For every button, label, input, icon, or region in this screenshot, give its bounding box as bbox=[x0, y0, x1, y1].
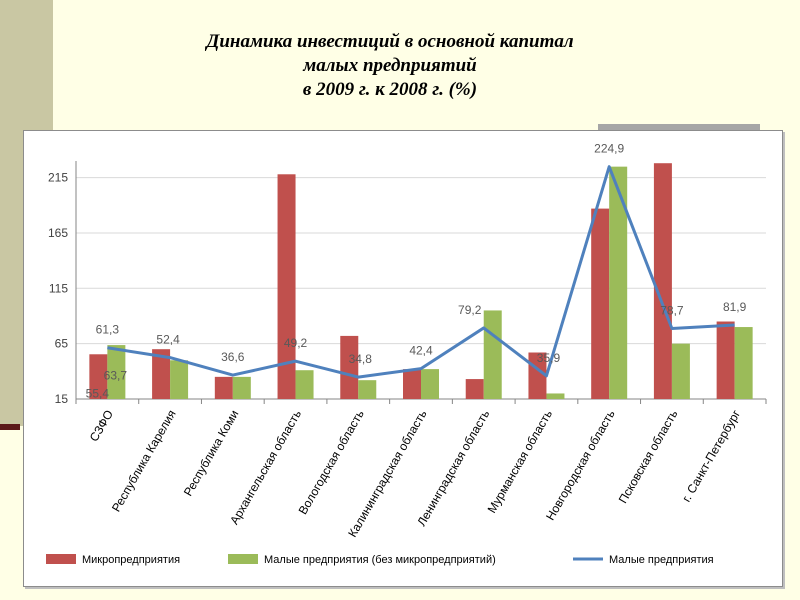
data-label: 61,3 bbox=[96, 323, 120, 337]
y-tick-label: 215 bbox=[48, 171, 68, 185]
bar-small-no-micro bbox=[483, 310, 502, 399]
bar-micro bbox=[152, 349, 171, 399]
bar-micro bbox=[653, 163, 672, 399]
category-label: Республика Коми bbox=[181, 408, 242, 499]
y-tick-label: 15 bbox=[55, 392, 69, 406]
category-label: Вологодская область bbox=[296, 408, 367, 517]
title-line-1: Динамика инвестиций в основной капитал bbox=[206, 31, 574, 52]
bar-small-no-micro bbox=[170, 360, 189, 399]
category-label: г. Санкт-Петербург bbox=[679, 407, 743, 504]
y-tick-label: 115 bbox=[49, 281, 68, 295]
slide-title: Динамика инвестиций в основной капитал м… bbox=[60, 30, 720, 102]
accent-rule bbox=[0, 424, 20, 430]
data-label: 49,2 bbox=[284, 336, 308, 350]
bar-small-no-micro bbox=[421, 369, 439, 399]
bar-micro bbox=[716, 321, 735, 399]
bar-small-no-micro bbox=[734, 327, 753, 399]
data-label: 36,6 bbox=[221, 350, 245, 364]
legend-label: Малые предприятия bbox=[609, 554, 714, 566]
bar-micro bbox=[591, 208, 610, 399]
chart-frame: 15 65 115 165 215 61,3 63,7 55,4 52,4 36,6 49,2 34,… bbox=[23, 130, 783, 587]
category-label: Ленинградская область bbox=[414, 408, 492, 529]
bar-small-no-micro bbox=[232, 376, 251, 399]
accent-bar bbox=[598, 124, 760, 130]
investment-chart: 15 65 115 165 215 61,3 63,7 55,4 52,4 36,6 49,2 34,… bbox=[46, 142, 767, 566]
bar-micro bbox=[340, 335, 359, 399]
data-label: 35,9 bbox=[537, 351, 561, 365]
data-label: 34,8 bbox=[349, 352, 373, 366]
bar-small-no-micro bbox=[295, 370, 314, 399]
y-tick-label: 65 bbox=[55, 337, 69, 351]
title-line-3: в 2009 г. к 2008 г. (%) bbox=[302, 79, 478, 100]
data-label: 52,4 bbox=[156, 333, 180, 347]
category-label: Мурманская область bbox=[485, 408, 555, 516]
bar-micro bbox=[89, 354, 108, 399]
category-label: Псковская область bbox=[616, 408, 681, 506]
data-label: 55,4 bbox=[86, 387, 110, 401]
data-label: 42,4 bbox=[409, 344, 433, 358]
title-line-2: малых предприятий bbox=[303, 55, 477, 76]
bar-micro bbox=[277, 174, 296, 399]
bar-small-no-micro bbox=[546, 393, 565, 399]
bar-micro bbox=[214, 376, 233, 399]
bar-small-no-micro bbox=[358, 380, 377, 399]
data-label: 224,9 bbox=[594, 142, 624, 156]
category-label: СЗФО bbox=[87, 408, 116, 445]
bar-small-no-micro bbox=[609, 166, 628, 399]
legend-label: Микропредприятия bbox=[82, 554, 180, 566]
category-label: Новгородская область bbox=[543, 408, 618, 523]
data-label: 78,7 bbox=[660, 303, 684, 317]
bar-small-no-micro bbox=[671, 343, 690, 399]
y-tick-label: 165 bbox=[48, 226, 68, 240]
data-label: 63,7 bbox=[104, 369, 128, 383]
bar-small-no-micro bbox=[107, 345, 126, 399]
legend-swatch bbox=[46, 554, 76, 564]
bar-micro bbox=[465, 379, 484, 399]
bar-micro bbox=[403, 369, 421, 399]
data-label: 79,2 bbox=[458, 303, 482, 317]
series-line-small-enterprises bbox=[107, 165, 735, 379]
category-label: Республика Карелия bbox=[109, 408, 179, 515]
data-label: 81,9 bbox=[723, 300, 747, 314]
legend-swatch bbox=[228, 554, 258, 564]
legend-label: Малые предприятия (без микропредприятий) bbox=[264, 554, 496, 566]
category-label: Архангельская область bbox=[227, 408, 304, 527]
